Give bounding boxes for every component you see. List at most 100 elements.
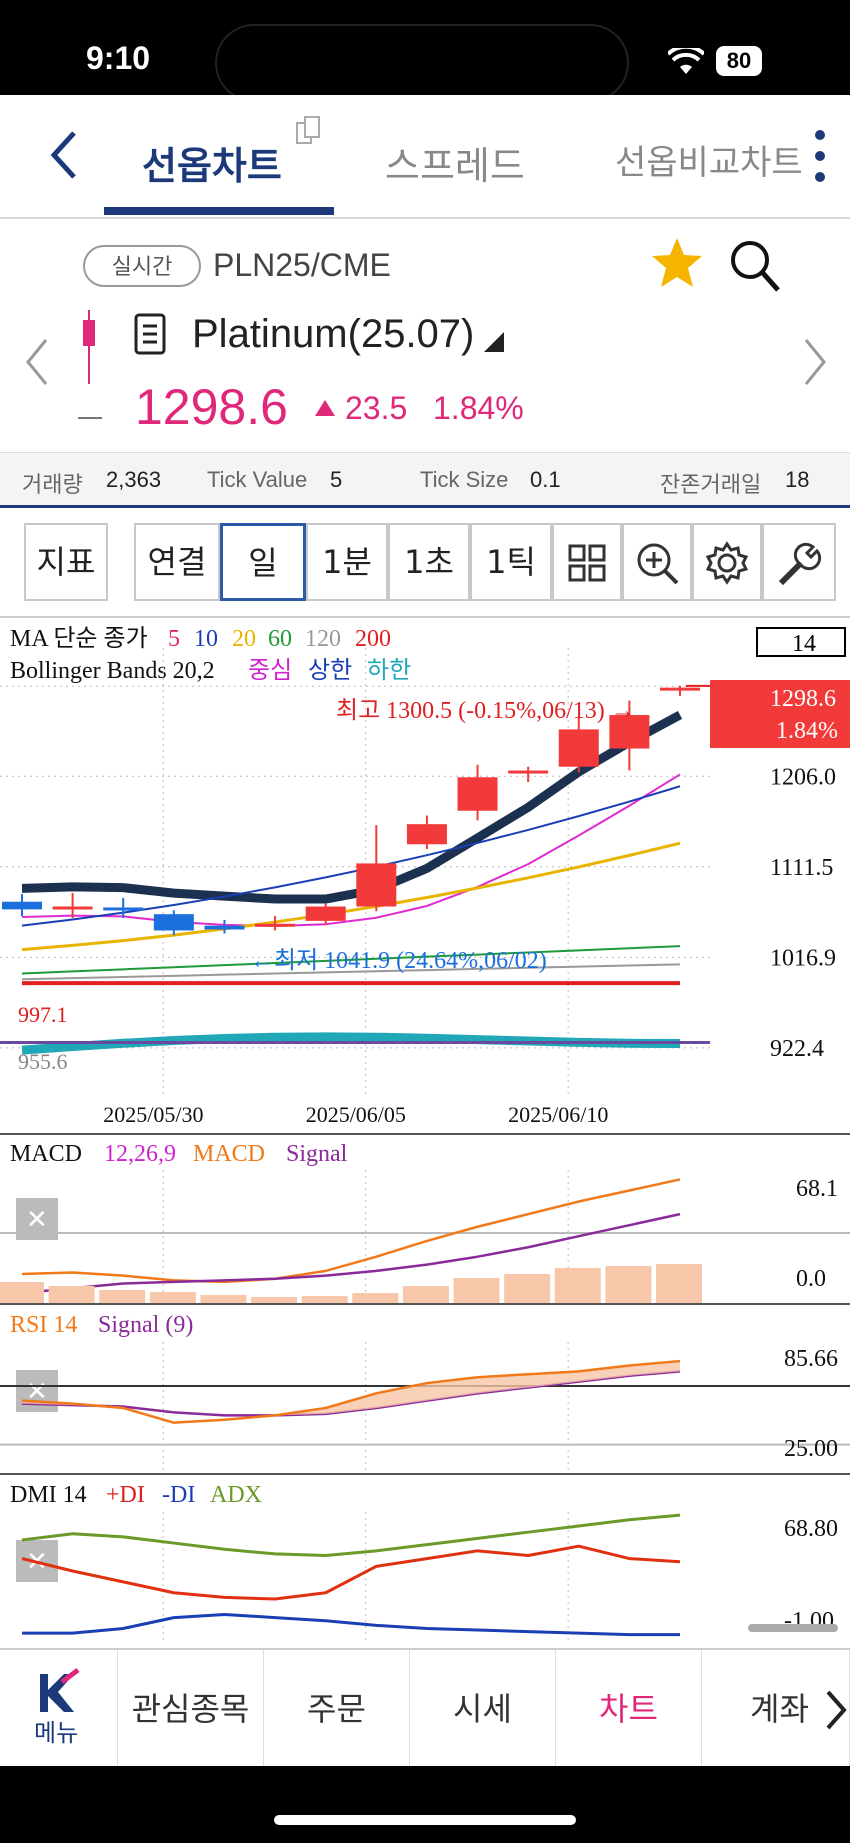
macd-histogram-bar bbox=[352, 1293, 399, 1304]
chart-canvas[interactable]: MA 단순 종가 5 10 20 60 120 200 Bollinger Ba… bbox=[0, 618, 850, 1648]
candles bbox=[2, 684, 710, 936]
ma-period-20: 20 bbox=[232, 626, 256, 652]
nav-quotes[interactable]: 시세 bbox=[410, 1650, 556, 1768]
macd-line bbox=[21, 1178, 681, 1284]
symbol-code: PLN25/CME bbox=[213, 247, 391, 283]
menu-label: 메뉴 bbox=[34, 1719, 79, 1747]
layout-grid-button[interactable] bbox=[552, 523, 622, 601]
product-name[interactable]: Platinum(25.07) bbox=[192, 312, 475, 356]
tick-size-label: Tick Size bbox=[420, 467, 509, 492]
period-1tick-button[interactable]: 1틱 bbox=[470, 523, 552, 601]
period-1min-button[interactable]: 1분 bbox=[306, 523, 388, 601]
dmi-tick-top: 68.80 bbox=[784, 1516, 838, 1542]
dmi-minus-label: -DI bbox=[162, 1482, 195, 1508]
period-day-button[interactable]: 일 bbox=[220, 523, 306, 601]
macd-params: 12,26,9 bbox=[104, 1141, 176, 1167]
zoom-button[interactable] bbox=[622, 523, 692, 601]
ma-period-200: 200 bbox=[355, 626, 391, 652]
chart-scroll-handle[interactable] bbox=[748, 1624, 838, 1632]
tab-futures-chart[interactable]: 선옵차트 bbox=[142, 144, 282, 188]
adx-line bbox=[21, 1513, 681, 1557]
visible-count-box[interactable] bbox=[756, 627, 846, 657]
price-tag-pct: 1.84% bbox=[776, 718, 838, 744]
ma-legend-label: MA 단순 종가 bbox=[10, 625, 148, 652]
back-arrow-icon[interactable] bbox=[46, 129, 82, 181]
ma-period-10: 10 bbox=[194, 626, 218, 652]
macd-histogram-bar bbox=[554, 1268, 601, 1304]
realtime-badge[interactable]: 실시간 bbox=[83, 245, 201, 287]
connect-button[interactable]: 연결 bbox=[134, 523, 220, 601]
days-left-label: 잔존거래일 bbox=[660, 472, 762, 497]
home-indicator[interactable] bbox=[274, 1815, 576, 1825]
main-y-axis: 1206.0 1111.5 1016.9 922.4 bbox=[770, 764, 836, 1062]
k-logo-icon bbox=[40, 1668, 80, 1712]
candle-body bbox=[508, 770, 549, 774]
top-nav: 선옵차트 스프레드 선옵비교차트 bbox=[0, 95, 850, 219]
prev-item-arrow-icon[interactable] bbox=[22, 336, 52, 388]
candle-body bbox=[204, 925, 245, 930]
bb-upper-label: 상한 bbox=[308, 657, 352, 684]
period-1sec-button[interactable]: 1초 bbox=[388, 523, 470, 601]
macd-histogram-bar bbox=[301, 1296, 348, 1304]
y-tick-label: 922.4 bbox=[770, 1036, 824, 1062]
candle-body bbox=[660, 687, 700, 691]
quote-panel bbox=[0, 219, 850, 449]
ma10-line bbox=[21, 785, 681, 927]
minus-di-line bbox=[22, 1612, 680, 1637]
nav-chart[interactable]: 차트 bbox=[556, 1650, 702, 1768]
bb-mid-line bbox=[21, 773, 681, 927]
rsi-tick-bottom: 25.00 bbox=[784, 1436, 838, 1462]
chart-area[interactable]: MA 단순 종가 5 10 20 60 120 200 Bollinger Ba… bbox=[0, 618, 850, 1648]
tab-compare-chart[interactable]: 선옵비교차트 bbox=[615, 143, 803, 183]
volume-label: 거래량 bbox=[22, 472, 83, 497]
ma60-line bbox=[21, 945, 681, 975]
bb-legend-label: Bollinger Bands 20,2 bbox=[10, 658, 215, 684]
visible-count-value: 14 bbox=[792, 631, 816, 657]
next-item-arrow-icon[interactable] bbox=[800, 336, 830, 388]
indicator-button[interactable]: 지표 bbox=[24, 523, 108, 601]
days-left-value: 18 bbox=[785, 467, 810, 492]
macd-histogram-bar bbox=[453, 1278, 500, 1304]
low-annotation: ←최저 1041.9 (24.64%,06/02) bbox=[250, 947, 547, 974]
battery-indicator: 80 bbox=[716, 46, 762, 76]
star-icon[interactable] bbox=[650, 236, 704, 290]
x-tick-label: 2025/06/05 bbox=[306, 1102, 406, 1127]
home-indicator-area bbox=[0, 1766, 850, 1843]
rsi-signal-label: Signal (9) bbox=[98, 1312, 193, 1338]
left-price-label-1: 997.1 bbox=[18, 1002, 68, 1027]
dynamic-island bbox=[215, 24, 629, 102]
candle-body bbox=[305, 906, 346, 921]
macd-histogram-bar bbox=[251, 1297, 298, 1304]
macd-histogram-bar bbox=[149, 1292, 196, 1304]
candle-body bbox=[457, 777, 498, 811]
mini-candle-icon bbox=[78, 310, 102, 419]
candle-body bbox=[103, 907, 144, 911]
dmi-title: DMI 14 bbox=[10, 1482, 87, 1508]
active-tab-indicator bbox=[104, 207, 334, 215]
dmi-plus-label: +DI bbox=[106, 1482, 145, 1508]
popout-icon[interactable] bbox=[295, 115, 323, 145]
close-icon: ✕ bbox=[26, 1205, 48, 1234]
nav-watchlist[interactable]: 관심종목 bbox=[118, 1650, 264, 1768]
chevron-right-icon[interactable] bbox=[824, 1688, 850, 1732]
gear-icon bbox=[705, 541, 749, 585]
dmi-pane bbox=[21, 1512, 681, 1644]
y-tick-label: 1111.5 bbox=[770, 855, 833, 881]
settings-button[interactable] bbox=[692, 523, 762, 601]
grid-icon bbox=[568, 544, 606, 582]
search-icon[interactable] bbox=[728, 238, 782, 294]
tab-spread[interactable]: 스프레드 bbox=[385, 144, 525, 188]
high-annotation: 최고 1300.5 (-0.15%,06/13) → bbox=[336, 697, 635, 724]
nav-order[interactable]: 주문 bbox=[264, 1650, 410, 1768]
candle-body bbox=[406, 824, 447, 845]
menu-button[interactable]: 메뉴 bbox=[0, 1650, 118, 1768]
dropdown-triangle-icon[interactable] bbox=[482, 330, 506, 354]
rsi-title: RSI 14 bbox=[10, 1312, 77, 1338]
more-vertical-icon[interactable] bbox=[810, 125, 830, 187]
price-change-pct: 1.84% bbox=[433, 390, 524, 426]
rsi-pane bbox=[0, 1342, 850, 1474]
tools-button[interactable] bbox=[762, 523, 836, 601]
price-tag-value: 1298.6 bbox=[770, 686, 836, 712]
rsi-tick-top: 85.66 bbox=[784, 1346, 838, 1372]
document-icon[interactable] bbox=[132, 312, 168, 356]
